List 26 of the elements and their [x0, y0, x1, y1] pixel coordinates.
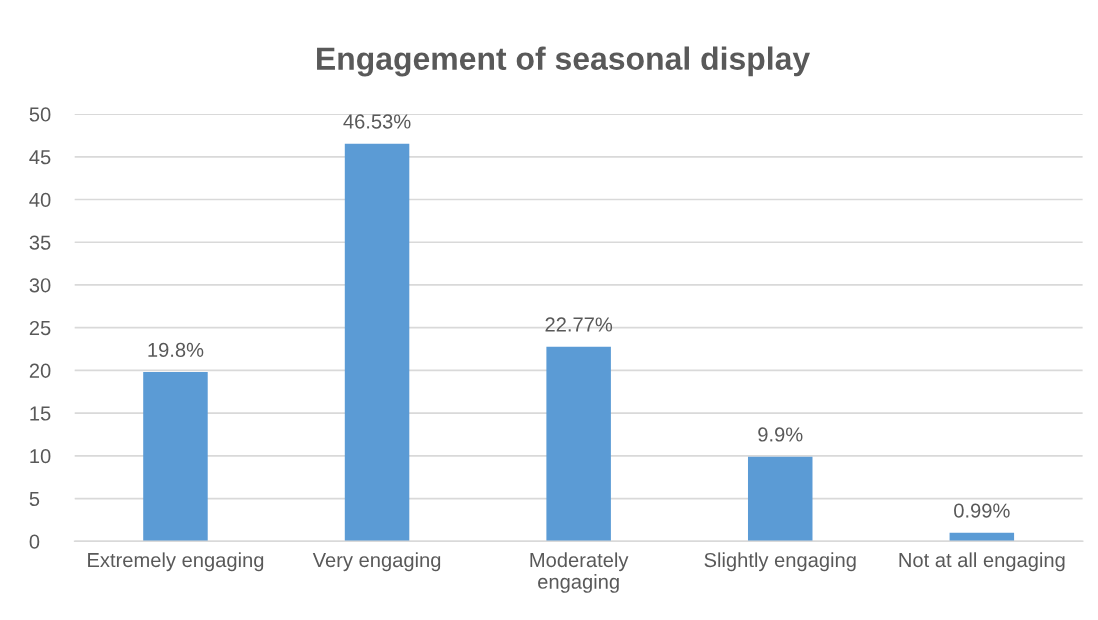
- data-label: 0.99%: [954, 503, 1010, 518]
- bar: [344, 143, 410, 542]
- y-tick-label: 0: [29, 534, 40, 549]
- data-label: 46.53%: [343, 114, 411, 129]
- y-tick-label: 45: [29, 150, 51, 165]
- y-tick-label: 25: [29, 320, 51, 336]
- chart-title: Engagement of seasonal display: [317, 46, 811, 77]
- data-label: 19.8%: [148, 342, 204, 358]
- x-tick-label: Slightly engaging: [704, 552, 856, 572]
- y-tick-label: 50: [29, 107, 51, 122]
- bar: [546, 346, 611, 542]
- y-tick-label: 5: [29, 491, 40, 507]
- y-tick-label: 20: [29, 363, 51, 378]
- bar: [143, 372, 208, 542]
- x-tick-label: Not at all engaging: [899, 552, 1065, 572]
- bar: [747, 456, 813, 542]
- y-tick-label: 30: [29, 278, 51, 293]
- data-label: 22.77%: [545, 317, 613, 332]
- y-tick-label: 40: [29, 192, 51, 208]
- y-tick-label: 10: [30, 449, 51, 464]
- x-tick-label: Moderately engaging: [530, 552, 629, 593]
- data-label: 9.9%: [758, 427, 803, 442]
- y-tick-label: 35: [29, 235, 51, 250]
- x-tick-label: Very engaging: [312, 552, 441, 572]
- y-tick-label: 15: [30, 406, 51, 421]
- x-tick-label: Extremely engaging: [88, 552, 264, 572]
